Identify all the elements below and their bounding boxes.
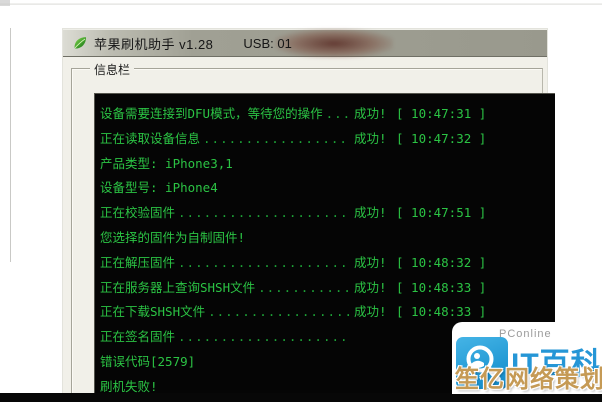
watermark-overlay-text: 笙亿网络策划 — [455, 366, 602, 393]
log-message: 正在校验固件 — [100, 205, 176, 221]
log-row: 正在服务器上查询SHSH文件 .........................… — [100, 277, 487, 302]
log-row: 错误代码[2579] — [100, 351, 484, 376]
photo-artifact-top-line — [0, 3, 602, 5]
window-title: 苹果刷机助手 v1.28 — [94, 36, 214, 52]
log-timestamp: [ 10:48:32 ] — [396, 254, 487, 270]
log-dots-leader: ........................................… — [178, 329, 351, 345]
log-message: 设备型号: iPhone4 — [100, 180, 218, 196]
log-timestamp: [ 10:47:32 ] — [396, 130, 487, 146]
log-console[interactable]: 设备需要连接到DFU模式，等待您的操作 ....................… — [94, 93, 555, 402]
log-message: 正在签名固件 — [100, 329, 176, 345]
log-dots-leader: ........................................… — [178, 205, 351, 221]
photo-artifact-left-line — [10, 28, 11, 262]
log-row: 正在解压固件 .................................… — [100, 252, 487, 277]
log-timestamp: [ 10:48:33 ] — [396, 279, 487, 295]
log-status: 成功! — [354, 205, 387, 221]
log-row: 正在下载SHSH文件 .............................… — [100, 301, 487, 326]
log-row: 产品类型: iPhone3,1 — [100, 153, 484, 178]
log-message: 设备需要连接到DFU模式，等待您的操作 — [100, 106, 323, 121]
watermark-card: PConline IT百科 — [452, 322, 602, 394]
log-dots-leader: ........................................… — [258, 279, 351, 295]
info-groupbox-label: 信息栏 — [90, 61, 135, 78]
photo-artifact-corner — [0, 0, 10, 6]
log-status: 成功! — [354, 106, 387, 121]
pconline-brand-label: PConline — [499, 328, 552, 340]
log-message: 您选择的固件为自制固件! — [100, 229, 246, 245]
log-row: 设备型号: iPhone4 — [100, 177, 484, 202]
log-row: 正在读取设备信息 ...............................… — [100, 128, 487, 153]
log-message: 刷机失败! — [100, 378, 158, 394]
magnifier-icon — [456, 337, 508, 389]
log-status: 成功! — [354, 254, 387, 270]
log-message: 正在解压固件 — [100, 254, 176, 270]
log-row: 正在校验固件 .................................… — [100, 202, 487, 227]
log-dots-leader: ........................................… — [178, 254, 351, 270]
photo-artifact-blur — [275, 29, 393, 58]
log-dots-leader: ........................................… — [208, 304, 351, 320]
log-row: 刷机失败! — [100, 376, 484, 401]
window-titlebar[interactable]: 苹果刷机助手 v1.28 USB: 01 — [63, 29, 547, 58]
log-message: 正在下载SHSH文件 — [100, 304, 206, 320]
leaf-icon — [72, 35, 88, 51]
log-dots-leader: ........................................… — [203, 130, 351, 146]
log-status: 成功! — [354, 304, 387, 320]
window-client-area: 信息栏 设备需要连接到DFU模式，等待您的操作 ................… — [63, 59, 555, 402]
log-row: 正在签名固件 .................................… — [100, 326, 484, 351]
log-row: 设备需要连接到DFU模式，等待您的操作 ....................… — [100, 103, 487, 128]
log-message: 正在读取设备信息 — [100, 130, 201, 146]
log-timestamp: [ 10:47:31 ] — [396, 106, 487, 121]
log-message: 错误代码[2579] — [100, 353, 196, 369]
log-row: 您选择的固件为自制固件! — [100, 227, 484, 252]
log-status: 成功! — [354, 130, 387, 146]
itbaike-logo-text: IT百科 — [511, 348, 602, 381]
photo-artifact-bottom-bar — [0, 393, 602, 402]
log-status: 成功! — [354, 279, 387, 295]
log-message: 正在服务器上查询SHSH文件 — [100, 279, 256, 295]
log-message: 产品类型: iPhone3,1 — [100, 155, 233, 171]
log-timestamp: [ 10:47:51 ] — [396, 205, 487, 221]
usb-status: USB: 01 — [243, 35, 292, 51]
info-groupbox: 信息栏 设备需要连接到DFU模式，等待您的操作 ................… — [71, 61, 555, 402]
log-timestamp: [ 10:48:33 ] — [396, 304, 487, 320]
log-dots-leader: ........................................… — [325, 106, 351, 121]
